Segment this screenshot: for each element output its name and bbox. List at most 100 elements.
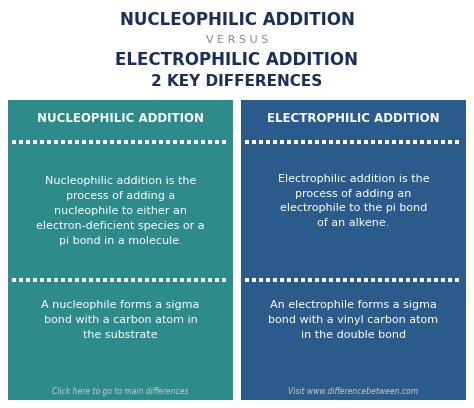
Point xyxy=(38,139,46,145)
Point xyxy=(213,139,221,145)
Point xyxy=(341,277,349,283)
Point xyxy=(136,139,144,145)
Point xyxy=(157,139,165,145)
Point xyxy=(192,277,200,283)
Point xyxy=(115,139,123,145)
Point xyxy=(122,277,130,283)
Point xyxy=(432,139,440,145)
Point xyxy=(425,277,433,283)
Point xyxy=(206,277,214,283)
Point xyxy=(157,277,165,283)
Point xyxy=(418,139,426,145)
Point xyxy=(171,277,179,283)
Point xyxy=(150,139,158,145)
Point xyxy=(136,277,144,283)
Text: An electrophile forms a sigma
bond with a vinyl carbon atom
in the double bond: An electrophile forms a sigma bond with … xyxy=(268,300,438,340)
Point xyxy=(292,139,300,145)
Point xyxy=(115,277,123,283)
Point xyxy=(80,139,88,145)
Point xyxy=(271,139,279,145)
Point xyxy=(320,139,328,145)
Point xyxy=(341,139,349,145)
Text: Click here to go to main differences: Click here to go to main differences xyxy=(52,388,189,397)
Point xyxy=(390,277,398,283)
Point xyxy=(87,277,95,283)
Point xyxy=(206,139,214,145)
Point xyxy=(404,139,412,145)
Point xyxy=(250,139,258,145)
Point xyxy=(264,139,272,145)
Point xyxy=(362,277,370,283)
Point xyxy=(192,139,200,145)
Point xyxy=(243,277,251,283)
Point xyxy=(80,277,88,283)
Point xyxy=(143,139,151,145)
Point xyxy=(122,139,130,145)
Point xyxy=(66,139,74,145)
Point xyxy=(66,277,74,283)
Point xyxy=(299,277,307,283)
Point xyxy=(313,139,321,145)
Point xyxy=(171,139,179,145)
Text: ELECTROPHILIC ADDITION: ELECTROPHILIC ADDITION xyxy=(116,51,358,69)
Point xyxy=(285,277,293,283)
FancyBboxPatch shape xyxy=(241,100,466,400)
Point xyxy=(101,139,109,145)
Point xyxy=(243,139,251,145)
Point xyxy=(108,139,116,145)
Point xyxy=(369,139,377,145)
Point xyxy=(17,139,25,145)
Point xyxy=(178,277,186,283)
Point xyxy=(306,139,314,145)
Point xyxy=(369,277,377,283)
Point xyxy=(94,139,102,145)
Point xyxy=(87,139,95,145)
Point xyxy=(348,139,356,145)
Point xyxy=(10,277,18,283)
Point xyxy=(306,277,314,283)
Point xyxy=(264,277,272,283)
Point xyxy=(129,277,137,283)
Point xyxy=(94,277,102,283)
Point xyxy=(278,277,286,283)
Point xyxy=(411,277,419,283)
Point xyxy=(271,277,279,283)
Point xyxy=(10,139,18,145)
Point xyxy=(397,277,405,283)
Point xyxy=(199,139,207,145)
Point xyxy=(45,277,53,283)
Point xyxy=(348,277,356,283)
Text: Visit www.differencebetween.com: Visit www.differencebetween.com xyxy=(289,388,419,397)
Point xyxy=(73,139,81,145)
Point xyxy=(185,277,193,283)
Point xyxy=(101,277,109,283)
Point xyxy=(313,277,321,283)
Point xyxy=(404,277,412,283)
Point xyxy=(453,139,461,145)
Point xyxy=(285,139,293,145)
Text: Nucleophilic addition is the
process of adding a
nucleophile to either an
electr: Nucleophilic addition is the process of … xyxy=(36,176,205,246)
Point xyxy=(213,277,221,283)
Point xyxy=(327,139,335,145)
Point xyxy=(355,277,363,283)
Text: V E R S U S: V E R S U S xyxy=(206,35,268,45)
Point xyxy=(411,139,419,145)
Point xyxy=(250,277,258,283)
Point xyxy=(327,277,335,283)
Point xyxy=(453,277,461,283)
Point xyxy=(164,277,172,283)
Point xyxy=(397,139,405,145)
Point xyxy=(129,139,137,145)
Point xyxy=(383,139,391,145)
Point xyxy=(150,277,158,283)
Point xyxy=(257,277,265,283)
Point xyxy=(425,139,433,145)
Point xyxy=(220,277,228,283)
Point xyxy=(31,277,39,283)
Point xyxy=(199,277,207,283)
Point xyxy=(220,139,228,145)
Point xyxy=(446,277,454,283)
Point xyxy=(24,277,32,283)
Point xyxy=(38,277,46,283)
Point xyxy=(31,139,39,145)
